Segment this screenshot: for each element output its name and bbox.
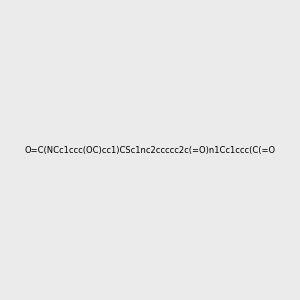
Text: O=C(NCc1ccc(OC)cc1)CSc1nc2ccccc2c(=O)n1Cc1ccc(C(=O: O=C(NCc1ccc(OC)cc1)CSc1nc2ccccc2c(=O)n1C… <box>24 146 276 154</box>
